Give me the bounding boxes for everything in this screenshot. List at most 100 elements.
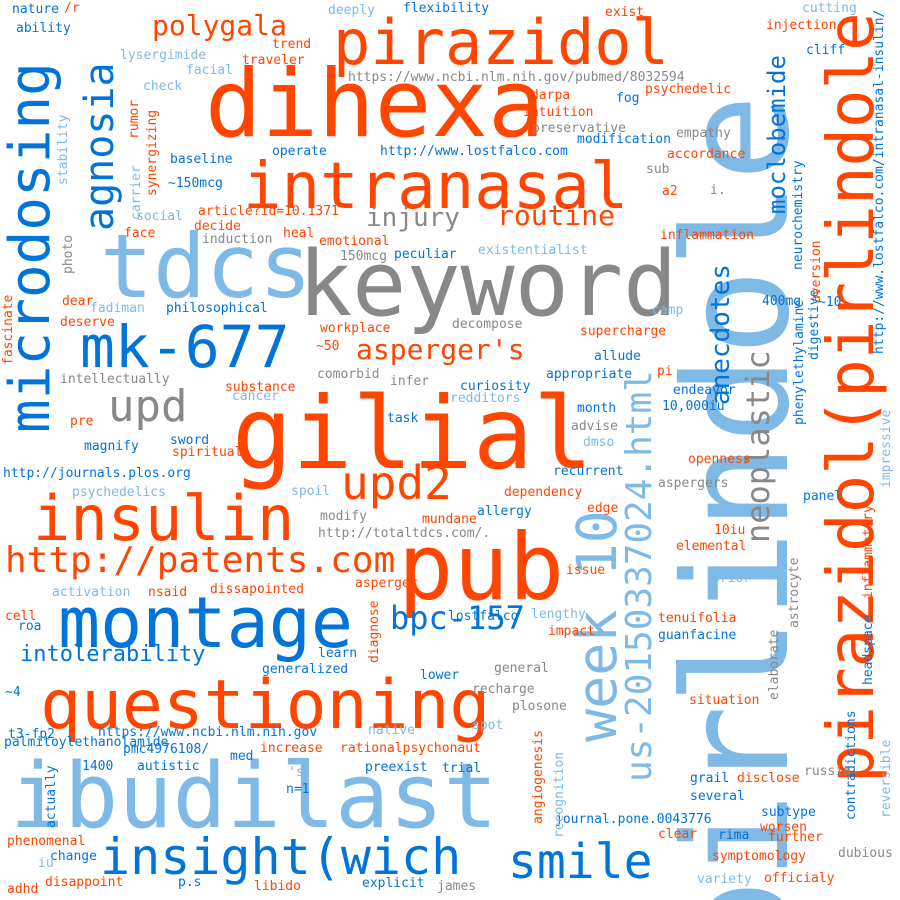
word-modification: modification — [577, 132, 671, 147]
word-james: james — [437, 879, 477, 894]
word-face: face — [124, 226, 156, 241]
word-10-000iu: 10,000iu — [662, 399, 725, 414]
word-photo: photo — [61, 234, 76, 274]
word-aspergers: aspergers — [658, 476, 729, 491]
word-trial: trial — [442, 761, 482, 776]
word-https-www-ncbi-nlm-nih-gov: https://www.ncbi.nlm.nih.gov — [98, 725, 318, 740]
word-i: i. — [710, 183, 726, 198]
word-variety: variety — [697, 872, 752, 887]
word-mk-677: mk-677 — [80, 313, 290, 381]
word-med: med — [230, 749, 254, 764]
word-phenylethylamine: phenylethylamine — [792, 299, 807, 425]
word-4: ~4 — [5, 685, 21, 700]
word-panel: panel — [803, 489, 843, 504]
word-impressive: impressive — [879, 409, 894, 488]
word-50: ~50 — [316, 339, 340, 354]
word-situation: situation — [689, 693, 760, 708]
word-lysergimide: lysergimide — [120, 48, 207, 63]
word-10: ~10 — [818, 295, 842, 310]
word-http-patents-com: http://patents.com — [5, 540, 396, 581]
word-autistic: autistic — [137, 759, 200, 774]
word-workplace: workplace — [320, 321, 391, 336]
word-reversible: reversible — [879, 739, 894, 818]
word-redditors: redditors — [450, 391, 521, 406]
word-pre: pre — [70, 414, 94, 429]
word-sub: sub — [646, 162, 670, 177]
word-worsen: worsen — [760, 820, 807, 835]
word-substance: substance — [225, 380, 296, 395]
word-agnosia: agnosia — [77, 62, 123, 231]
word-camp: camp — [652, 303, 684, 318]
word-upd2: upd2 — [341, 456, 452, 510]
word-guanfacine: guanfacine — [658, 628, 737, 643]
word-disappoint: disappoint — [45, 875, 124, 890]
word-montage: montage — [58, 582, 354, 664]
word-philosophical: philosophical — [166, 301, 268, 316]
word-cancer: cancer — [232, 389, 279, 404]
word-edge: edge — [587, 501, 619, 516]
word-dihexa: dihexa — [205, 50, 545, 159]
word-prior: prior — [712, 571, 752, 586]
word-allude: allude — [594, 349, 641, 364]
word-endeavor: endeavor — [673, 383, 736, 398]
word-deserve: deserve — [60, 315, 115, 330]
word-tenuifolia: tenuifolia — [658, 611, 737, 626]
word-dissapointed: dissapointed — [210, 582, 304, 597]
word-issue: issue — [566, 563, 606, 578]
word-infer: infer — [390, 374, 430, 389]
word-r: /r — [64, 1, 80, 16]
word-intellectually: intellectually — [60, 372, 170, 387]
word-pmc4976108: pmc4976108/ — [123, 742, 210, 757]
word-lostfalco: lostfalco — [448, 609, 519, 624]
word-nsaid: nsaid — [148, 585, 188, 600]
word-operate: operate — [272, 144, 327, 159]
word-spoil: spoil — [291, 484, 331, 499]
word-spot: spot — [472, 718, 504, 733]
word-diagnose: diagnose — [367, 600, 382, 663]
word-upd: upd — [108, 381, 188, 432]
word-microdosing: microdosing — [0, 62, 63, 433]
word-pirazidol: pirazidol — [333, 6, 669, 79]
word-rumor: rumor — [127, 99, 142, 139]
word-ibudilast: ibudilast — [10, 744, 498, 849]
word-symptomology: symptomology — [712, 849, 806, 864]
word-us-20150337024-html: us-20150337024.html — [619, 370, 660, 782]
word-supercharge: supercharge — [580, 324, 667, 339]
word-neurochemistry: neurochemistry — [791, 160, 806, 270]
word-month: month — [577, 401, 617, 416]
word-phenomenal: phenomenal — [7, 834, 86, 849]
word-elemental: elemental — [676, 539, 747, 554]
word-angiogenesis: angiogenesis — [531, 730, 546, 824]
word-roa: roa — [18, 619, 42, 634]
word-dubious: dubious — [838, 846, 893, 861]
word-https-www-ncbi-nlm-nih-gov-pubmed-8032594: https://www.ncbi.nlm.nih.gov/pubmed/8032… — [348, 70, 685, 85]
word-deeply: deeply — [328, 3, 375, 18]
word-curiosity: curiosity — [460, 379, 531, 394]
word-lower: lower — [420, 668, 460, 683]
word-dmso: dmso — [583, 435, 615, 450]
word-bpc-157: bpc-157 — [390, 599, 525, 637]
word-ability: ability — [16, 21, 71, 36]
word-allergy: allergy — [477, 504, 532, 519]
word-keyword: keyword — [298, 232, 678, 337]
word-spiritual: spiritual — [172, 445, 243, 460]
word-general: general — [494, 661, 549, 676]
word-journal-pone-0043776: journal.pone.0043776 — [555, 812, 712, 827]
word-explicit: explicit — [362, 876, 425, 891]
word-questioning: questioning — [40, 666, 491, 745]
word-decide: decide — [194, 219, 241, 234]
word-emotional: emotional — [319, 234, 390, 249]
word-openness: openness — [688, 452, 751, 467]
word-nature: nature — [12, 2, 59, 17]
word-activation: activation — [52, 585, 131, 600]
word-n-1: n=1 — [286, 782, 310, 797]
word-advise: advise — [571, 419, 618, 434]
word-appropriate: appropriate — [546, 367, 633, 382]
word-adhd: adhd — [7, 882, 39, 897]
word-trend: trend — [272, 37, 312, 52]
word-libido: libido — [254, 879, 301, 894]
word-further: further — [768, 830, 823, 845]
word-mundane: mundane — [422, 512, 477, 527]
word-impact: impact — [548, 624, 595, 639]
